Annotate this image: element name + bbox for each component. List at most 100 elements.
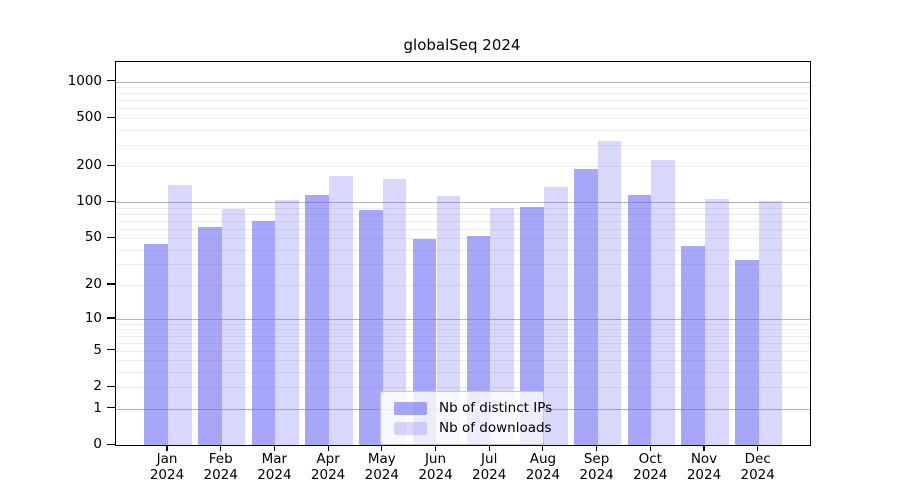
gridline-minor-400 (116, 129, 810, 131)
gridline-minor-900 (116, 87, 810, 89)
y-tick-label-1000: 1000 (67, 72, 102, 89)
x-tick-label-month: Sep (583, 451, 610, 467)
gridline-minor-3 (116, 372, 810, 374)
gridline-minor-4 (116, 360, 810, 362)
x-tick-label-year: 2024 (686, 466, 722, 483)
x-tick-label-year: 2024 (203, 466, 238, 483)
x-tick-label-year: 2024 (418, 466, 453, 483)
x-tick-label-aug-2024: Aug 2024 (511, 451, 575, 483)
x-tick-label-year: 2024 (579, 466, 614, 483)
y-tick-label-5: 5 (93, 341, 102, 358)
x-tick-label-may-2024: May 2024 (350, 451, 414, 483)
x-tick-label-month: Nov (690, 451, 718, 467)
bar-nb-of-downloads-jan-2024 (168, 185, 192, 445)
legend-row-nb-of-distinct-ips: Nb of distinct IPs (394, 398, 552, 418)
bar-nb-of-distinct-ips-sep-2024 (573, 169, 598, 445)
x-tick-label-year: 2024 (310, 466, 346, 483)
gridline-minor-30 (116, 264, 810, 266)
x-tick-label-jun-2024: Jun 2024 (404, 451, 468, 483)
x-tick-label-month: Dec (744, 451, 771, 467)
bar-nb-of-downloads-apr-2024 (329, 175, 353, 445)
y-tick-label-2: 2 (93, 378, 102, 395)
bar-nb-of-distinct-ips-oct-2024 (627, 195, 652, 445)
x-tick-label-month: Aug (529, 451, 557, 467)
y-tick-label-1: 1 (93, 399, 102, 416)
gridline-major-1000 (116, 81, 810, 83)
legend-swatch-nb-of-downloads (394, 421, 427, 435)
y-tick-label-50: 50 (84, 229, 102, 246)
bar-nb-of-distinct-ips-nov-2024 (681, 246, 705, 445)
y-tick-label-200: 200 (76, 157, 102, 173)
bar-nb-of-distinct-ips-mar-2024 (251, 220, 276, 445)
gridline-minor-80 (116, 213, 810, 215)
bar-nb-of-downloads-feb-2024 (221, 208, 246, 445)
x-tick-label-year: 2024 (149, 466, 185, 483)
bar-nb-of-downloads-aug-2024 (543, 187, 568, 445)
gridline-minor-700 (116, 100, 810, 102)
x-tick-label-month: Apr (316, 451, 340, 467)
x-tick-label-nov-2024: Nov 2024 (672, 451, 736, 483)
x-tick-mark-sep-2024 (596, 445, 598, 451)
gridline-minor-5 (116, 350, 810, 352)
gridline-minor-60 (116, 228, 810, 230)
gridline-minor-50 (116, 238, 810, 240)
gridline-major-10 (116, 318, 810, 320)
bar-nb-of-downloads-oct-2024 (651, 159, 675, 445)
x-tick-label-month: May (367, 451, 396, 467)
y-tick-mark-5 (107, 349, 115, 351)
gridline-minor-800 (116, 93, 810, 95)
x-tick-label-month: Feb (208, 451, 233, 467)
y-tick-label-100: 100 (76, 193, 102, 210)
x-tick-label-mar-2024: Mar 2024 (242, 451, 306, 483)
gridline-minor-300 (116, 144, 810, 146)
x-tick-label-oct-2024: Oct 2024 (618, 451, 682, 483)
gridline-minor-20 (116, 284, 810, 286)
gridline-minor-9 (116, 323, 810, 325)
gridline-minor-200 (116, 166, 810, 167)
y-tick-mark-2 (107, 385, 115, 387)
legend-row-nb-of-downloads: Nb of downloads (394, 418, 552, 438)
gridline-minor-40 (116, 249, 810, 251)
x-tick-label-dec-2024: Dec 2024 (726, 451, 790, 483)
y-tick-mark-0 (107, 443, 115, 445)
gridline-minor-500 (116, 118, 810, 119)
y-tick-mark-100 (107, 200, 115, 202)
gridline-minor-8 (116, 329, 810, 331)
x-tick-label-year: 2024 (364, 466, 399, 483)
gridline-minor-2 (116, 387, 810, 389)
bar-nb-of-downloads-nov-2024 (705, 199, 729, 445)
x-tick-label-jan-2024: Jan 2024 (135, 451, 199, 483)
bar-nb-of-downloads-jun-2024 (436, 195, 461, 445)
bar-nb-of-downloads-sep-2024 (597, 140, 622, 445)
gridline-minor-600 (116, 108, 810, 110)
x-tick-label-month: Oct (638, 451, 662, 467)
y-tick-mark-1 (107, 407, 115, 409)
bar-nb-of-downloads-may-2024 (382, 179, 407, 445)
x-tick-label-month: Jul (481, 451, 498, 467)
x-tick-mark-apr-2024 (327, 445, 329, 451)
x-tick-label-jul-2024: Jul 2024 (457, 451, 521, 483)
y-tick-label-10: 10 (84, 309, 102, 326)
x-tick-mark-nov-2024 (703, 445, 705, 451)
x-tick-mark-aug-2024 (542, 445, 544, 451)
y-tick-mark-10 (107, 317, 115, 319)
bar-nb-of-distinct-ips-aug-2024 (520, 206, 544, 445)
x-tick-label-year: 2024 (633, 466, 668, 483)
legend-swatch-nb-of-distinct-ips (394, 401, 427, 415)
y-tick-label-0: 0 (93, 436, 102, 452)
y-tick-mark-20 (107, 283, 115, 285)
y-tick-label-20: 20 (84, 275, 102, 292)
gridline-minor-6 (116, 342, 810, 344)
x-tick-label-feb-2024: Feb 2024 (189, 451, 253, 483)
x-tick-label-month: Jun (424, 451, 447, 467)
x-tick-label-year: 2024 (257, 466, 292, 483)
y-tick-mark-200 (107, 164, 115, 166)
x-tick-mark-dec-2024 (757, 445, 759, 451)
gridline-minor-70 (116, 220, 810, 222)
x-tick-mark-jun-2024 (434, 445, 437, 451)
gridline-major-100 (116, 202, 810, 204)
x-tick-mark-may-2024 (381, 445, 383, 451)
x-tick-label-month: Mar (261, 451, 288, 467)
chart-title: globalSeq 2024 (403, 36, 521, 54)
